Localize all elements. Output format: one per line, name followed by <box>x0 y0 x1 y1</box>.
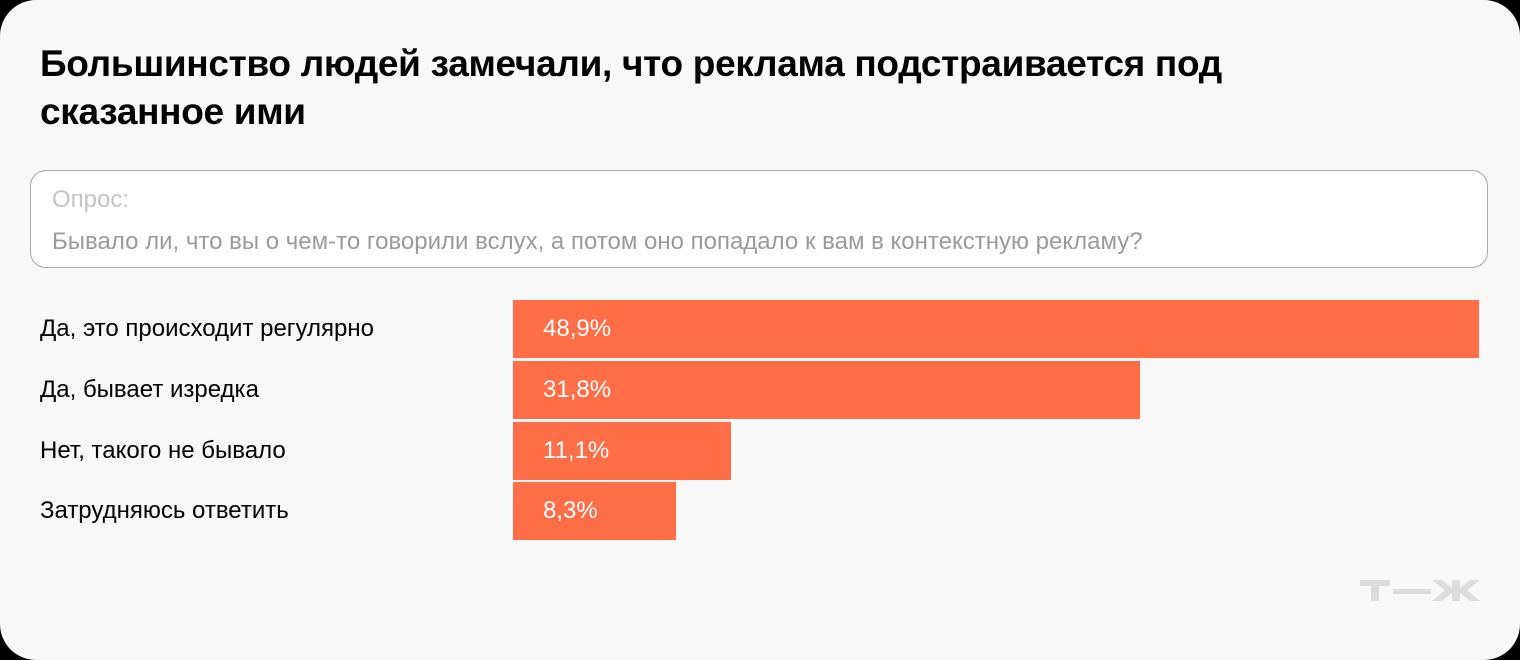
bar: 31,8% <box>513 361 1140 419</box>
bar-value: 31,8% <box>543 376 612 403</box>
poll-box: Опрос: Бывало ли, что вы о чем-то говори… <box>30 170 1488 268</box>
bar-row: Нет, такого не бывало 11,1% <box>0 422 1520 480</box>
bar: 11,1% <box>513 422 731 480</box>
bar-label: Затрудняюсь ответить <box>40 497 289 524</box>
chart-title: Большинство людей замечали, что реклама … <box>40 43 1222 132</box>
bar: 8,3% <box>513 482 676 540</box>
poll-label: Опрос: <box>52 186 130 213</box>
tzh-logo-icon <box>1360 580 1480 601</box>
bar-value: 8,3% <box>543 497 598 524</box>
bar-row: Да, это происходит регулярно 48,9% <box>0 300 1520 358</box>
bar-row: Да, бывает изредка 31,8% <box>0 361 1520 419</box>
poll-question: Бывало ли, что вы о чем-то говорили вслу… <box>52 228 1143 255</box>
bar-label: Да, бывает изредка <box>40 376 259 403</box>
bar: 48,9% <box>513 300 1479 358</box>
bar-row: Затрудняюсь ответить 8,3% <box>0 482 1520 540</box>
bar-value: 11,1% <box>543 437 610 464</box>
bar-label: Нет, такого не бывало <box>40 437 286 464</box>
bar-value: 48,9% <box>543 315 612 342</box>
bar-label: Да, это происходит регулярно <box>40 315 374 342</box>
